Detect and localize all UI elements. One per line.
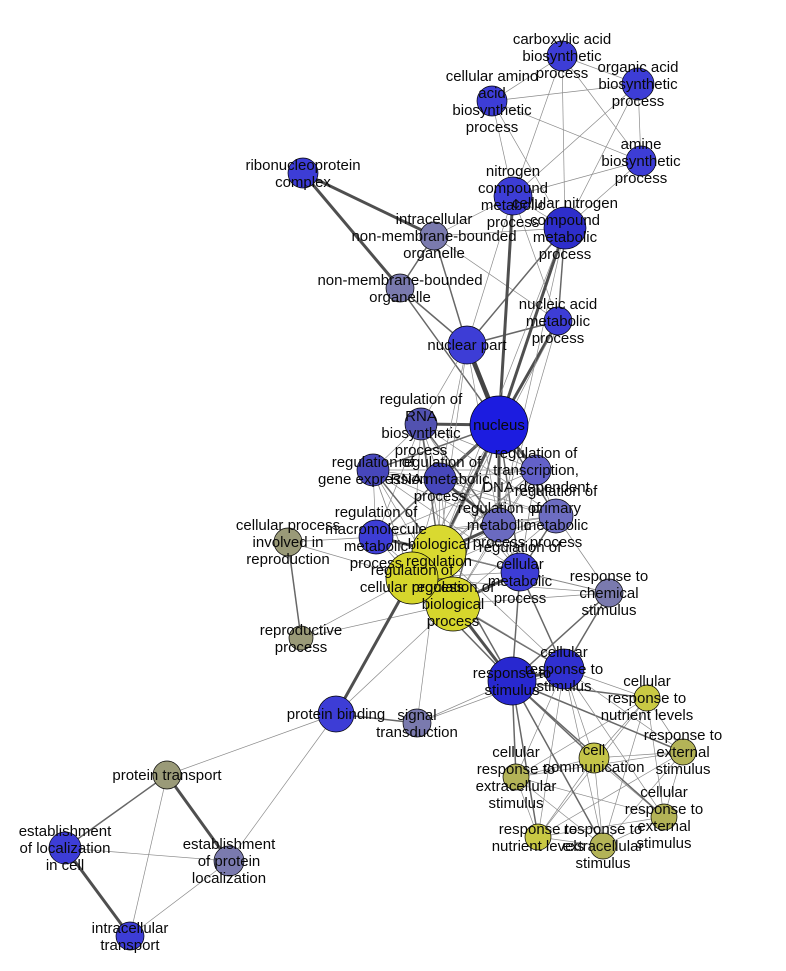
svg-text:nucleus: nucleus xyxy=(473,417,525,434)
svg-text:nuclear part: nuclear part xyxy=(427,337,507,354)
svg-text:protein transport: protein transport xyxy=(112,767,222,784)
svg-text:protein binding: protein binding xyxy=(287,706,385,723)
